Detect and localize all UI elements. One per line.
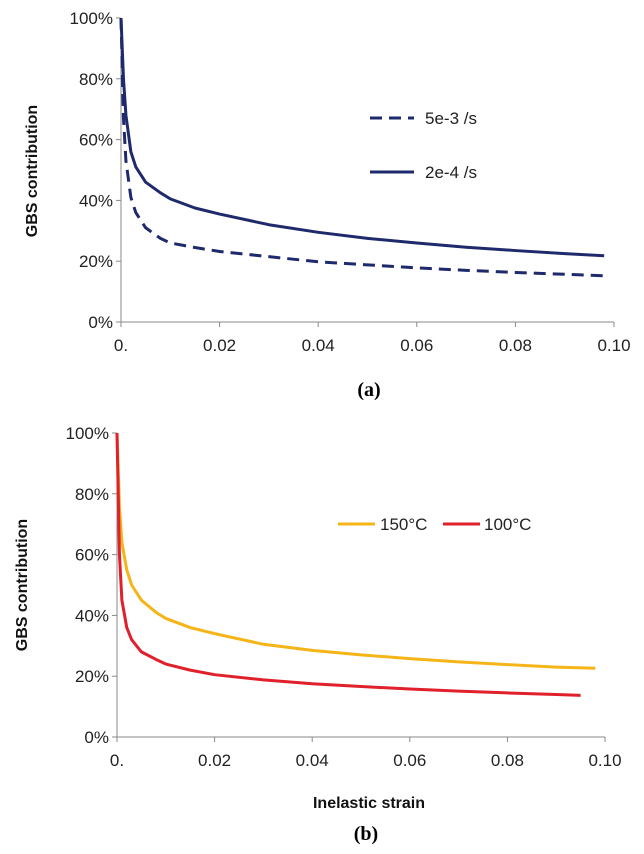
y-tick-label-b: 40% bbox=[75, 606, 109, 625]
legend-b: 150°C 100°C bbox=[338, 515, 531, 534]
x-tick-label-b: 0. bbox=[110, 751, 124, 770]
series-line-a-0 bbox=[119, 17, 605, 278]
y-tick-label-a: 80% bbox=[79, 70, 113, 89]
y-axis-label-b: GBS contribution bbox=[14, 519, 31, 651]
y-tick-label-a: 40% bbox=[79, 191, 113, 210]
series-line-a-1 bbox=[119, 17, 605, 258]
legend-label-150c: 150°C bbox=[380, 515, 427, 534]
panel-label-a: (a) bbox=[357, 379, 380, 401]
y-axis-label-a: GBS contribution bbox=[24, 105, 41, 237]
axes-a: 0% 20% 40% 60% 80% 100% 0. 0.02 0.04 0.06 0.08 0.10 bbox=[70, 9, 631, 355]
x-tick-label-a: 0.06 bbox=[400, 336, 433, 355]
series-line-b-0 bbox=[115, 432, 596, 670]
legend-label-2e-4: 2e-4 /s bbox=[425, 163, 477, 182]
x-tick-label-a: 0.04 bbox=[302, 336, 335, 355]
y-tick-label-b: 60% bbox=[75, 546, 109, 565]
axes-b: 0% 20% 40% 60% 80% 100% 0. 0.02 0.04 0.06 0.08 0.10 bbox=[66, 424, 622, 770]
chart-panel-b: GBS contribution 0% 20% 40% 60% 80% 100% 0. 0.0… bbox=[14, 424, 622, 845]
x-tick-label-a: 0.08 bbox=[499, 336, 532, 355]
x-tick-label-b: 0.10 bbox=[588, 751, 621, 770]
legend-label-5e-3: 5e-3 /s bbox=[425, 109, 477, 128]
x-tick-label-b: 0.04 bbox=[296, 751, 329, 770]
series-group-a bbox=[119, 17, 605, 278]
y-tick-label-a: 0% bbox=[88, 313, 113, 332]
legend-label-100c: 100°C bbox=[484, 515, 531, 534]
y-tick-label-b: 80% bbox=[75, 485, 109, 504]
y-tick-label-a: 100% bbox=[70, 9, 113, 28]
y-tick-label-a: 60% bbox=[79, 131, 113, 150]
y-tick-label-b: 20% bbox=[75, 667, 109, 686]
y-tick-label-a: 20% bbox=[79, 252, 113, 271]
x-tick-label-a: 0.10 bbox=[597, 336, 630, 355]
legend-a: 5e-3 /s 2e-4 /s bbox=[370, 109, 477, 182]
x-tick-label-b: 0.06 bbox=[393, 751, 426, 770]
panel-label-b: (b) bbox=[354, 823, 378, 845]
series-group-b bbox=[115, 432, 596, 697]
x-tick-label-b: 0.02 bbox=[198, 751, 231, 770]
y-tick-label-b: 0% bbox=[84, 728, 109, 747]
chart-panel-a: GBS contribution 0% 20% 40% 60% 80% 100% 0. 0.0… bbox=[24, 9, 631, 401]
x-tick-label-a: 0. bbox=[114, 336, 128, 355]
series-line-b-1 bbox=[115, 432, 581, 697]
y-tick-label-b: 100% bbox=[66, 424, 109, 443]
x-tick-label-a: 0.02 bbox=[203, 336, 236, 355]
x-tick-label-b: 0.08 bbox=[491, 751, 524, 770]
x-axis-label-b: Inelastic strain bbox=[313, 795, 425, 812]
